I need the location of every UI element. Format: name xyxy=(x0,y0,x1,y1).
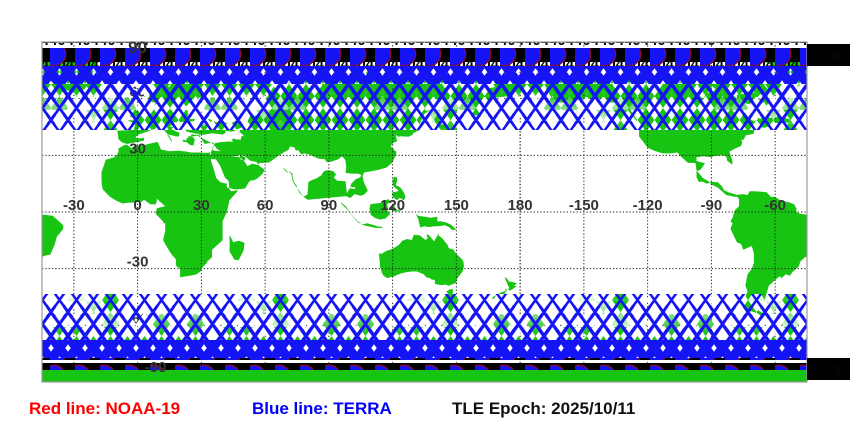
svg-text:-30: -30 xyxy=(127,254,149,271)
svg-text:120: 120 xyxy=(380,197,405,214)
svg-text:30: 30 xyxy=(193,197,210,214)
svg-text:90: 90 xyxy=(128,38,147,57)
svg-text:0: 0 xyxy=(833,48,841,65)
svg-text:0: 0 xyxy=(133,197,141,214)
svg-text:-90: -90 xyxy=(145,359,167,376)
svg-text:3: 3 xyxy=(833,362,841,379)
svg-text:150: 150 xyxy=(444,197,469,214)
svg-text:180: 180 xyxy=(508,197,533,214)
svg-text:-30: -30 xyxy=(63,197,85,214)
svg-text:90: 90 xyxy=(321,197,338,214)
svg-text:-90: -90 xyxy=(701,197,723,214)
svg-text:30: 30 xyxy=(129,140,146,157)
svg-text:-120: -120 xyxy=(633,197,663,214)
svg-text:-60: -60 xyxy=(764,197,786,214)
svg-text:60: 60 xyxy=(257,197,274,214)
svg-text:-150: -150 xyxy=(569,197,599,214)
